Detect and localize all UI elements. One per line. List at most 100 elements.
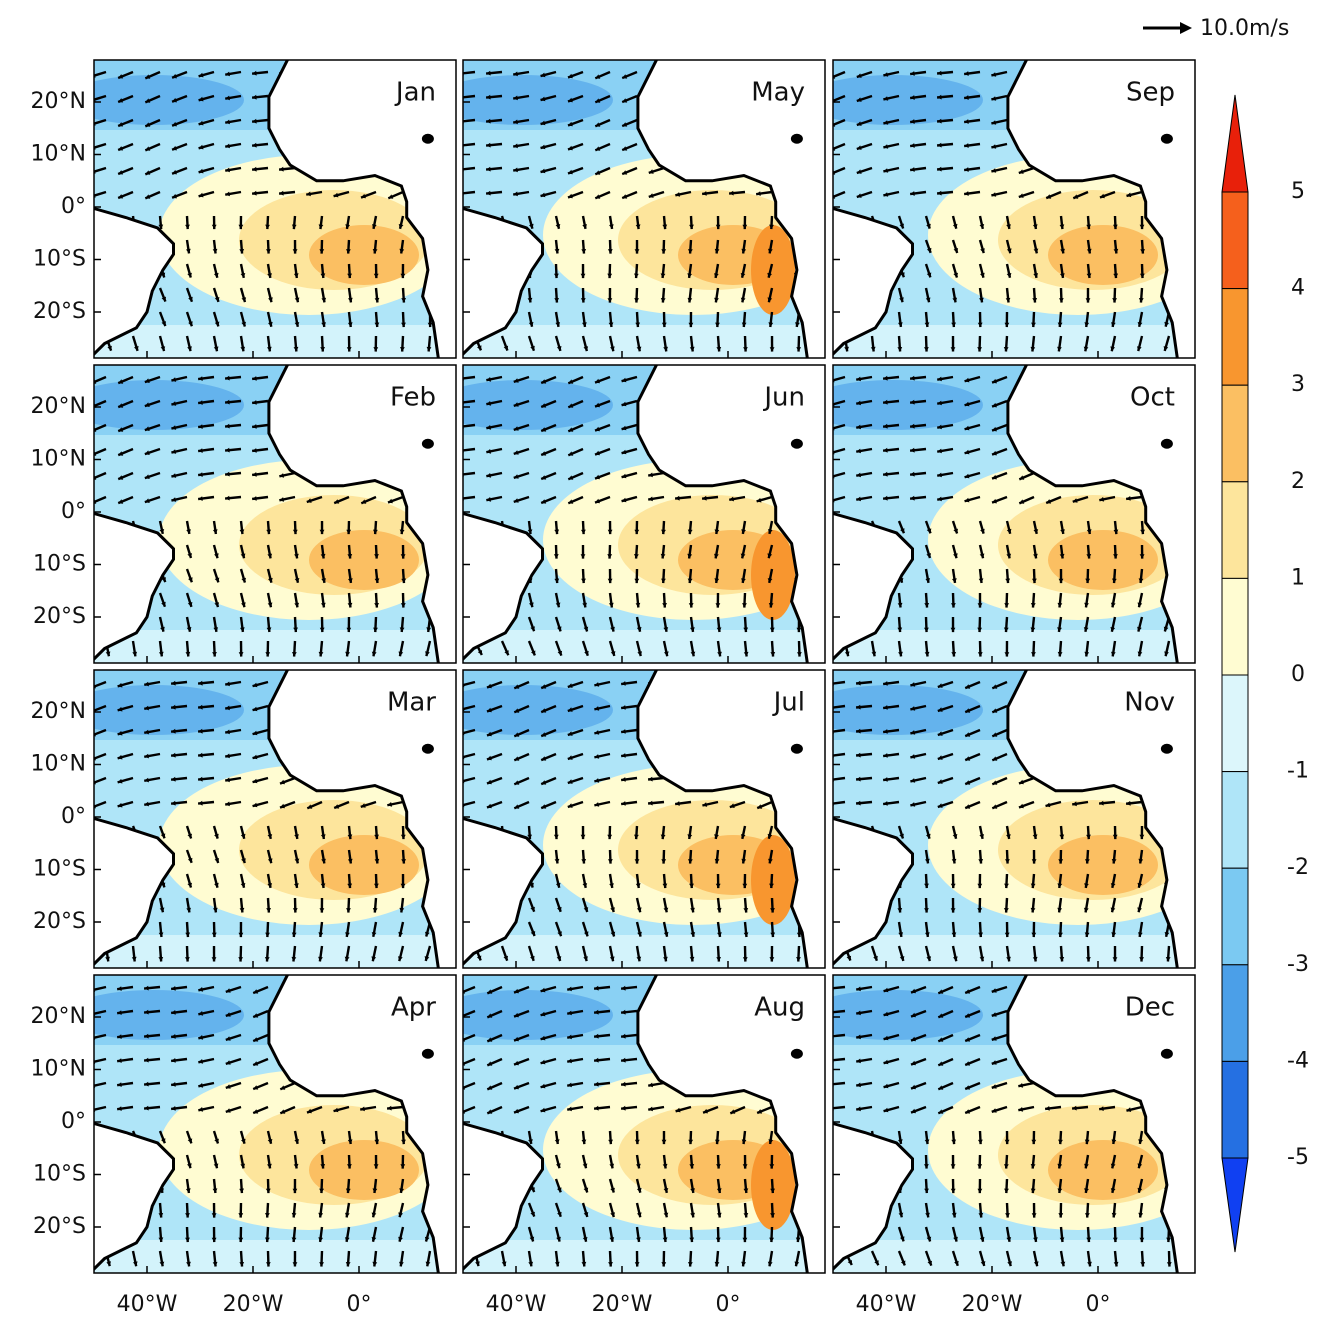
north-trade [803,990,983,1040]
lat-label: 0° [61,804,86,829]
month-label: Mar [387,688,436,718]
reference-arrow-head [1180,22,1192,34]
lon-label: 20°W [962,1292,1023,1317]
north-trade [64,990,244,1040]
map-panel: Apr 20°N 10°N 0° 10°S 20°S 40°W 20°W 0° [31,970,465,1317]
south-band [463,325,825,365]
reference-label: 10.0m/s [1200,16,1289,41]
colorbar-box [1222,1061,1248,1158]
wind-vector [829,987,845,989]
map-panel: Jul [433,665,843,975]
lat-label: 10°S [33,552,86,577]
lake [791,1049,803,1059]
map-panel: Mar20°N10°N0°10°S20°S [31,665,465,975]
north-trade [433,380,613,430]
lat-label: 10°N [31,752,86,777]
colorbar-label: 1 [1291,565,1305,590]
lake [1161,439,1173,449]
colorbar-box [1222,482,1248,579]
north-trade [64,75,244,125]
colorbar-top [1222,95,1248,192]
month-label: Nov [1124,688,1175,718]
lat-label: 0° [61,1109,86,1134]
anomaly-peak [751,530,795,620]
colorbar-bottom [1222,1158,1248,1252]
map-panel: Jan20°N10°N0°10°S20°S [31,55,465,365]
map-panel: Feb 20°N 10°N 0° 10°S 20°S [31,360,465,670]
colorbar-box [1222,289,1248,386]
lake [422,744,434,754]
lon-label: 0° [347,1292,372,1317]
north-trade [803,685,983,735]
map-panel: Sep [803,55,1228,365]
lat-label: 20°S [33,604,86,629]
map-panel: Aug40°W20°W0° [433,970,843,1317]
wind-vector [829,1059,845,1061]
north-trade [433,75,613,125]
colorbar-label: 2 [1291,469,1305,494]
anomaly-peak [751,225,795,315]
north-trade [803,75,983,125]
wind-vector [829,1107,845,1109]
lon-label: 40°W [856,1292,917,1317]
month-label: Aug [754,993,805,1023]
colorbar-label: -3 [1287,952,1309,977]
month-label: Apr [391,993,436,1023]
north-trade [803,380,983,430]
map-panel: Oct [803,360,1228,670]
lon-label: 20°W [592,1292,653,1317]
lake [1161,744,1173,754]
lon-label: 0° [1086,1292,1111,1317]
north-trade [64,685,244,735]
lake [422,439,434,449]
colorbar-label: 0 [1291,662,1305,687]
lon-label: 40°W [117,1292,178,1317]
month-label: Oct [1130,383,1175,413]
wind-vector [829,1011,845,1013]
lat-label: 20°S [33,909,86,934]
colorbar-label: 3 [1291,372,1305,397]
month-label: Jun [762,383,805,413]
wind-vector [459,144,475,146]
colorbar-box [1222,868,1248,965]
colorbar-box [1222,578,1248,675]
south-band [463,630,825,670]
wind-vector [459,168,475,170]
colorbar-box [1222,965,1248,1062]
lat-label: 0° [61,194,86,219]
lat-label: 20°S [33,299,86,324]
colorbar-label: -4 [1287,1048,1309,1073]
lat-label: 20°N [31,699,86,724]
lon-label: 20°W [223,1292,284,1317]
lake [1161,1049,1173,1059]
month-label: Jan [394,78,436,108]
colorbar-box [1222,675,1248,772]
colorbar-box [1222,772,1248,869]
lat-label: 20°N [31,394,86,419]
lat-label: 20°N [31,1004,86,1029]
colorbar-label: 4 [1291,276,1305,301]
lat-label: 20°S [33,1214,86,1239]
lat-label: 10°N [31,142,86,167]
lat-label: 10°N [31,447,86,472]
colorbar: 543210-1-2-3-4-5 [1222,95,1309,1252]
wind-vector [829,1083,845,1085]
wind-vector [459,96,475,98]
lat-label: 0° [61,499,86,524]
month-label: Feb [390,383,436,413]
lat-label: 10°S [33,1162,86,1187]
north-trade [433,685,613,735]
map-panel: Nov [803,665,1228,975]
wind-vector [459,192,475,194]
month-label: May [751,78,805,108]
lat-label: 10°N [31,1057,86,1082]
anomaly-high [309,530,419,590]
wind-vector [829,1035,845,1037]
month-label: Jul [772,688,805,718]
colorbar-box [1222,192,1248,289]
south-band [833,1240,1195,1280]
lake [791,439,803,449]
map-panel: May [433,55,843,365]
lake [422,134,434,144]
